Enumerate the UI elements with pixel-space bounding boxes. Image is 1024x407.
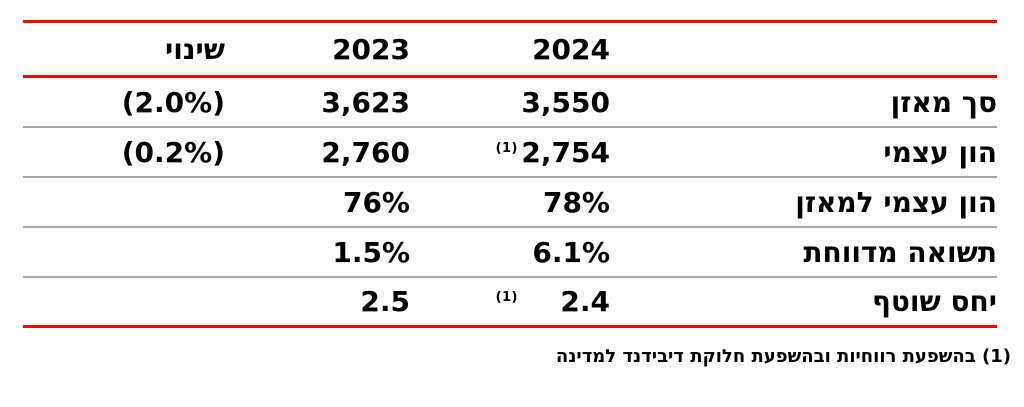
table-row-reported-return: 1.5% 6.1% תשואה מדווחת	[23, 228, 997, 278]
table-footnote: (1) בהשפעת רווחיות ובהשפעת חלוקת דיבידנד…	[555, 346, 1011, 367]
footnote-marker: (1)	[495, 290, 518, 305]
cell-2023: 1.5%	[332, 235, 410, 269]
row-label: הון עצמי	[883, 135, 997, 169]
cell-2024: 3,550	[410, 86, 610, 119]
table-row-equity-to-balance: 76% 78% הון עצמי למאזן	[23, 178, 997, 228]
financial-summary-table: שינוי 2023 2024 (2.0%) 3,623 3,550 סך מא…	[23, 20, 997, 328]
row-label: הון עצמי למאזן	[795, 185, 997, 219]
cell-2024: (1) 2.4	[410, 285, 610, 318]
table-row-current-ratio: 2.5 (1) 2.4 יחס שוטף	[23, 278, 997, 328]
table-header-row: שינוי 2023 2024	[23, 23, 997, 78]
cell-2024-value: 78%	[542, 185, 610, 219]
cell-2024: 78%	[410, 186, 610, 219]
cell-2023: 76%	[342, 185, 410, 219]
cell-2024-value: 2.4	[560, 285, 610, 318]
cell-2024-value: 3,550	[521, 85, 610, 119]
row-label: יחס שוטף	[871, 285, 997, 318]
table-row-equity: (0.2%) 2,760 (1) 2,754 הון עצמי	[23, 128, 997, 178]
footnote-marker: (1)	[495, 140, 518, 156]
table-row-total-balance: (2.0%) 3,623 3,550 סך מאזן	[23, 78, 997, 128]
cell-2024: 6.1%	[410, 236, 610, 269]
header-change: שינוי	[164, 32, 225, 66]
cell-2024-value: 2,754	[521, 135, 610, 169]
row-label: תשואה מדווחת	[803, 235, 997, 269]
cell-2023: 2.5	[360, 285, 410, 318]
cell-change: (2.0%)	[121, 85, 225, 119]
header-2023: 2023	[332, 32, 410, 66]
cell-2023: 3,623	[321, 85, 410, 119]
cell-2024-value: 6.1%	[532, 235, 610, 269]
cell-2023: 2,760	[321, 135, 410, 169]
cell-change: (0.2%)	[121, 135, 225, 169]
row-label: סך מאזן	[890, 85, 997, 119]
header-2024: 2024	[532, 32, 610, 66]
cell-2024: (1) 2,754	[410, 136, 610, 169]
